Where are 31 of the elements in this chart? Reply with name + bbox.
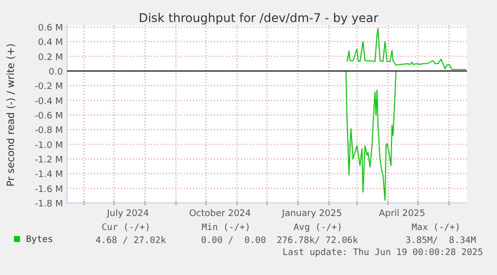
legend-label: Bytes: [26, 235, 54, 245]
y-tick-label: 0.0: [48, 68, 64, 78]
y-tick-label: -1.6 M: [34, 184, 63, 195]
y-tick-label: -1.4 M: [34, 170, 63, 180]
text: Max (-/+): [412, 223, 460, 233]
y-tick-label: 0.6 M: [38, 24, 63, 34]
y-tick-label: -1.0 M: [34, 140, 63, 151]
y-tick-label: -0.8 M: [34, 126, 63, 136]
text: Avg (-/+): [294, 223, 342, 233]
chart-title: Disk throughput for /dev/dm-7 - by year: [138, 11, 378, 25]
text: 0.00 / 0.00: [200, 236, 266, 246]
text: Cur (-/+): [102, 223, 150, 233]
x-tick-label: April 2025: [378, 209, 426, 219]
line-series: [346, 28, 466, 70]
y-tick-label: -0.6 M: [34, 112, 63, 122]
y-tick-label: -0.4 M: [34, 96, 63, 107]
y-axis-title: Pr second read (-) / write (+): [6, 43, 17, 187]
y-tick-label: -1.8 M: [34, 200, 63, 210]
text: 3.85M/ 8.34M: [406, 236, 477, 246]
text: Last update: Thu Jun 19 00:00:28 2025: [282, 248, 483, 258]
y-tick-label: -1.2 M: [34, 156, 63, 166]
y-tick-label: 0.4 M: [38, 38, 63, 48]
y-tick-label: 0.2 M: [38, 52, 63, 63]
text: 4.68 / 27.02k: [96, 236, 167, 246]
line-series: [346, 70, 396, 201]
x-tick-label: July 2024: [106, 209, 150, 219]
text: Min (-/+): [202, 223, 250, 233]
text: 276.78k/ 72.06k: [276, 236, 359, 246]
x-tick-label: January 2025: [281, 209, 342, 219]
y-tick-label: -0.2 M: [34, 82, 63, 92]
x-tick-label: October 2024: [189, 209, 252, 219]
